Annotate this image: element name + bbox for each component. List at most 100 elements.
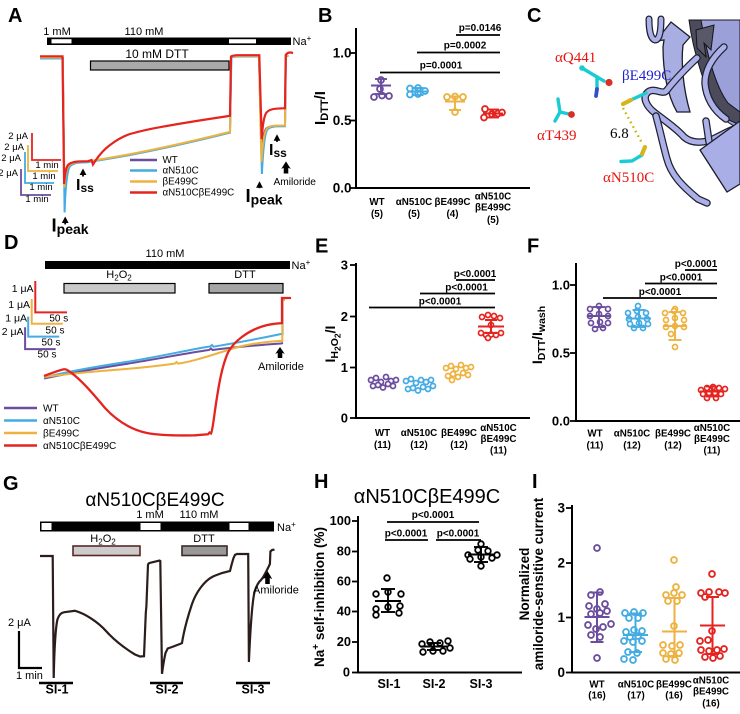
svg-text:0.5: 0.5 — [333, 113, 352, 128]
svg-text:80: 80 — [337, 544, 351, 559]
svg-text:110 mM: 110 mM — [125, 26, 164, 38]
svg-text:βE499C: βE499C — [435, 197, 471, 208]
svg-text:60: 60 — [337, 574, 351, 589]
svg-text:20: 20 — [337, 634, 351, 649]
svg-text:Na+ self-inhibition (%): Na+ self-inhibition (%) — [311, 527, 327, 667]
svg-text:(16): (16) — [588, 691, 605, 702]
svg-text:βE499C: βE499C — [481, 434, 517, 445]
svg-text:2: 2 — [557, 556, 565, 571]
svg-text:G: G — [3, 473, 19, 495]
svg-text:Normalized: Normalized — [517, 548, 532, 621]
svg-text:SI-2: SI-2 — [423, 677, 446, 691]
svg-text:DTT: DTT — [234, 269, 256, 281]
svg-text:(17): (17) — [627, 691, 644, 702]
svg-text:F: F — [527, 236, 539, 258]
svg-text:1 mM: 1 mM — [43, 26, 71, 38]
svg-text:p<0.0001: p<0.0001 — [445, 283, 488, 294]
svg-text:αN510CβE499C: αN510CβE499C — [43, 441, 116, 452]
svg-text:p<0.0001: p<0.0001 — [437, 529, 480, 540]
svg-text:1.0: 1.0 — [552, 278, 570, 293]
svg-text:WT: WT — [587, 429, 602, 440]
svg-text:(16): (16) — [665, 691, 682, 702]
svg-text:Amiloride: Amiloride — [258, 361, 304, 373]
svg-text:2 μA: 2 μA — [4, 142, 24, 153]
svg-text:0.5: 0.5 — [552, 346, 570, 361]
svg-text:B: B — [318, 5, 332, 27]
svg-text:Ipeak: Ipeak — [52, 215, 89, 238]
svg-text:WT: WT — [163, 155, 178, 166]
svg-text:αN510C: αN510C — [693, 676, 730, 687]
svg-text:D: D — [4, 232, 18, 254]
svg-text:2 μA: 2 μA — [2, 326, 24, 338]
svg-text:10 mM DTT: 10 mM DTT — [125, 47, 189, 61]
svg-text:p<0.0001: p<0.0001 — [639, 287, 682, 298]
svg-text:p<0.0001: p<0.0001 — [675, 259, 718, 270]
svg-text:(4): (4) — [447, 209, 459, 220]
svg-text:βE499C: βE499C — [163, 177, 199, 188]
svg-text:SI-3: SI-3 — [242, 683, 265, 697]
svg-text:2 μA: 2 μA — [8, 131, 28, 142]
svg-text:(5): (5) — [371, 209, 383, 220]
svg-text:Ipeak: Ipeak — [246, 185, 283, 208]
svg-text:βE499C: βE499C — [694, 434, 730, 445]
svg-text:1.0: 1.0 — [333, 46, 352, 61]
svg-text:2 μA: 2 μA — [1, 153, 21, 164]
svg-text:C: C — [527, 5, 541, 27]
svg-text:αN510C: αN510C — [43, 416, 80, 427]
svg-text:0.0: 0.0 — [552, 414, 570, 429]
svg-text:p<0.0001: p<0.0001 — [385, 529, 428, 540]
svg-text:100: 100 — [330, 513, 351, 528]
svg-text:αN510C: αN510C — [163, 166, 199, 177]
svg-text:IDTT/I: IDTT/I — [312, 91, 331, 125]
svg-text:(5): (5) — [487, 215, 499, 226]
svg-text:βE499C: βE499C — [656, 680, 692, 691]
svg-text:1 min: 1 min — [35, 160, 58, 171]
svg-text:αN510CβE499C: αN510CβE499C — [354, 486, 500, 508]
svg-text:1 min: 1 min — [25, 194, 48, 205]
svg-text:(11): (11) — [490, 446, 507, 457]
svg-text:H: H — [314, 471, 328, 493]
svg-text:p<0.0001: p<0.0001 — [419, 297, 462, 308]
svg-text:3: 3 — [557, 501, 565, 516]
svg-text:50 s: 50 s — [49, 314, 68, 325]
svg-text:p=0.0146: p=0.0146 — [459, 23, 502, 34]
svg-text:110 mM: 110 mM — [146, 248, 185, 260]
svg-text:3: 3 — [341, 258, 348, 273]
svg-text:0: 0 — [341, 411, 348, 426]
svg-text:1 min: 1 min — [32, 171, 55, 182]
svg-text:0.0: 0.0 — [333, 181, 352, 196]
svg-text:(12): (12) — [410, 440, 427, 451]
svg-text:WT: WT — [43, 404, 59, 415]
svg-text:(5): (5) — [408, 209, 420, 220]
svg-text:αN510C: αN510C — [618, 680, 655, 691]
svg-text:αN510C: αN510C — [401, 428, 438, 439]
svg-text:p<0.0001: p<0.0001 — [412, 510, 455, 521]
svg-text:Iss: Iss — [269, 142, 287, 160]
svg-text:1 μA: 1 μA — [5, 313, 27, 325]
svg-text:(11): (11) — [704, 446, 721, 457]
svg-text:50 s: 50 s — [38, 350, 57, 361]
svg-text:A: A — [8, 5, 22, 27]
svg-text:(11): (11) — [374, 440, 391, 451]
svg-text:WT: WT — [589, 680, 604, 691]
svg-text:(12): (12) — [450, 440, 467, 451]
svg-text:βE499C: βE499C — [693, 687, 729, 698]
svg-text:αN510C: αN510C — [603, 170, 654, 186]
svg-text:αQ441: αQ441 — [555, 50, 596, 66]
svg-text:DTT: DTT — [193, 533, 215, 545]
svg-text:I: I — [532, 471, 538, 493]
svg-text:(12): (12) — [623, 441, 640, 452]
svg-text:βE499C: βE499C — [43, 429, 79, 440]
svg-text:αN510CβE499C: αN510CβE499C — [163, 188, 235, 199]
svg-text:SI-2: SI-2 — [156, 683, 179, 697]
svg-text:1 min: 1 min — [16, 670, 43, 682]
svg-text:6.8: 6.8 — [610, 126, 629, 142]
svg-text:50 s: 50 s — [42, 338, 61, 349]
svg-text:p=0.0002: p=0.0002 — [444, 41, 487, 52]
svg-text:SI-1: SI-1 — [46, 683, 69, 697]
svg-text:0: 0 — [343, 665, 350, 680]
svg-text:1 μA: 1 μA — [12, 283, 34, 295]
svg-text:H2O2: H2O2 — [90, 533, 116, 547]
svg-text:αT439: αT439 — [537, 128, 577, 144]
svg-text:(11): (11) — [587, 441, 604, 452]
